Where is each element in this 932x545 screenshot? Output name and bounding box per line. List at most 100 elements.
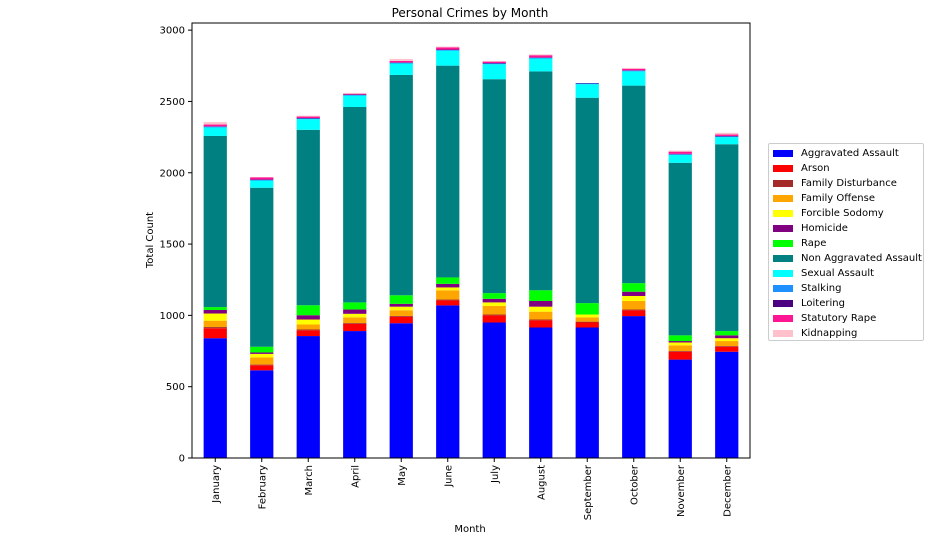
bar-segment	[297, 330, 320, 336]
bar-segment	[622, 71, 645, 72]
bar-segment	[576, 83, 599, 84]
bar-segment	[715, 347, 738, 352]
x-tick-label: May	[397, 465, 408, 486]
bar-segment	[622, 283, 645, 292]
bar-segment	[204, 328, 227, 338]
bar-segment	[297, 130, 320, 305]
bar-segment	[715, 352, 738, 458]
bar-segment	[483, 64, 506, 65]
bar-segment	[715, 144, 738, 331]
x-axis-label: Month	[454, 524, 485, 535]
bar-segment	[390, 316, 413, 317]
bar-segment	[529, 54, 552, 55]
bar-segment	[250, 347, 273, 353]
bar-segment	[669, 155, 692, 163]
bar-segment	[436, 284, 459, 288]
bar-segment	[483, 323, 506, 458]
bar-segment	[250, 188, 273, 347]
bar-segment	[250, 181, 273, 188]
bar-segment	[576, 323, 599, 328]
bar-segment	[297, 119, 320, 130]
legend-swatch	[773, 315, 793, 322]
bar-segment	[297, 116, 320, 117]
bar-segment	[250, 365, 273, 370]
legend-swatch	[773, 330, 793, 337]
legend-item: Statutory Rape	[773, 311, 923, 326]
x-tick-label: February	[257, 465, 268, 509]
bar-segment	[483, 299, 506, 303]
bar-segment	[622, 69, 645, 70]
legend-item: Loitering	[773, 296, 923, 311]
x-tick-label: April	[350, 465, 361, 488]
bar-segment	[343, 96, 366, 107]
plot-frame	[192, 23, 750, 458]
bar-segment	[343, 317, 366, 323]
legend-label: Loitering	[801, 298, 845, 309]
bar-segment	[622, 310, 645, 316]
legend-swatch	[773, 150, 793, 157]
legend-swatch	[773, 240, 793, 247]
legend-label: Forcible Sodomy	[801, 208, 884, 219]
bar-segment	[436, 305, 459, 458]
bar-segment	[529, 320, 552, 327]
bar-segment	[436, 66, 459, 278]
legend-item: Forcible Sodomy	[773, 206, 923, 221]
bar-segment	[483, 315, 506, 322]
legend-label: Aggravated Assault	[801, 148, 899, 159]
bar-segment	[343, 94, 366, 95]
bar-segment	[622, 86, 645, 284]
bar-segment	[669, 152, 692, 154]
x-tick-label: November	[676, 464, 687, 517]
bar-segment	[529, 301, 552, 307]
bar-segment	[343, 93, 366, 94]
bar-segment	[436, 47, 459, 49]
bar-segment	[715, 341, 738, 346]
bar-segment	[297, 329, 320, 330]
bar-segment	[669, 345, 692, 351]
legend-item: Kidnapping	[773, 326, 923, 341]
x-tick-label: June	[443, 465, 454, 488]
legend-label: Arson	[801, 163, 830, 174]
bar-segment	[483, 293, 506, 299]
bar-segment	[204, 310, 227, 314]
legend-label: Homicide	[801, 223, 848, 234]
legend-item: Rape	[773, 236, 923, 251]
bar-segment	[529, 58, 552, 59]
bar-segment	[576, 98, 599, 303]
bar-segment	[436, 51, 459, 66]
legend-label: Stalking	[801, 283, 841, 294]
legend-item: Arson	[773, 161, 923, 176]
bar-segment	[529, 290, 552, 301]
legend-label: Rape	[801, 238, 826, 249]
bar-segment	[204, 127, 227, 136]
legend-label: Non Aggravated Assault	[801, 253, 922, 264]
bar-segment	[576, 328, 599, 459]
bar-segment	[297, 305, 320, 315]
bar-segment	[436, 277, 459, 283]
bar-segment	[576, 84, 599, 98]
bar-segment	[622, 301, 645, 310]
legend-swatch	[773, 255, 793, 262]
x-tick-label: March	[304, 465, 315, 495]
legend-swatch	[773, 300, 793, 307]
legend-item: Family Offense	[773, 191, 923, 206]
bar-segment	[436, 50, 459, 51]
bar-segment	[669, 154, 692, 155]
legend-label: Sexual Assault	[801, 268, 874, 279]
bar-segment	[715, 346, 738, 347]
bar-segment	[250, 180, 273, 181]
bar-segment	[436, 47, 459, 48]
x-tick-label: August	[536, 465, 547, 500]
bar-segment	[390, 304, 413, 307]
bar-segment	[483, 64, 506, 79]
bar-segment	[390, 61, 413, 62]
y-tick-label: 3000	[160, 26, 185, 37]
bar-segment	[483, 61, 506, 62]
bar-segment	[576, 317, 599, 321]
legend-item: Aggravated Assault	[773, 146, 923, 161]
bar-segment	[297, 336, 320, 458]
bar-segment	[669, 342, 692, 345]
bar-segment	[529, 59, 552, 72]
bar-segment	[529, 71, 552, 290]
legend-item: Stalking	[773, 281, 923, 296]
